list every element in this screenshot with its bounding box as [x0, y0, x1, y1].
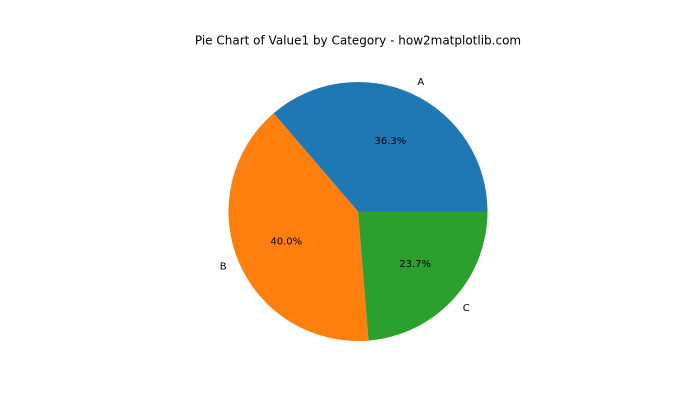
category-label: B	[220, 261, 227, 272]
pie-wedge	[358, 211, 488, 341]
pie-wedge	[228, 113, 369, 341]
value-label: 23.7%	[399, 259, 431, 270]
chart-title: Pie Chart of Value1 by Category - how2ma…	[195, 34, 521, 48]
category-label: A	[417, 77, 424, 88]
value-label: 36.3%	[375, 136, 407, 147]
pie-wedge	[273, 82, 488, 212]
value-label: 40.0%	[270, 236, 302, 247]
category-label: C	[463, 303, 470, 314]
